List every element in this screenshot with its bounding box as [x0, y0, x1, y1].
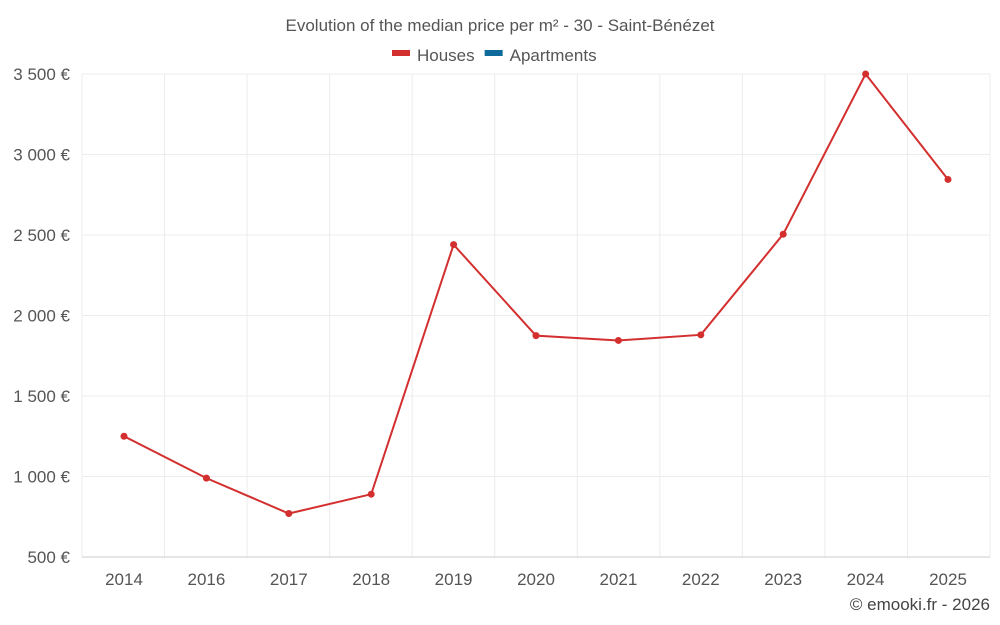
data-point[interactable]	[532, 332, 540, 340]
x-tick-label: 2020	[517, 570, 555, 589]
x-tick-label: 2025	[929, 570, 967, 589]
y-tick-label: 2 000 €	[13, 307, 70, 326]
y-tick-label: 1 000 €	[13, 468, 70, 487]
x-tick-label: 2024	[847, 570, 885, 589]
data-point[interactable]	[944, 175, 952, 183]
x-tick-label: 2018	[352, 570, 390, 589]
legend-swatch-houses	[392, 50, 410, 56]
y-tick-label: 500 €	[27, 548, 70, 567]
data-point[interactable]	[697, 331, 705, 339]
x-tick-label: 2014	[105, 570, 143, 589]
y-tick-label: 1 500 €	[13, 387, 70, 406]
x-tick-label: 2019	[435, 570, 473, 589]
chart-title: Evolution of the median price per m² - 3…	[286, 16, 715, 35]
legend: Houses Apartments	[392, 46, 597, 65]
x-tick-label: 2017	[270, 570, 308, 589]
data-point[interactable]	[202, 474, 210, 482]
data-point[interactable]	[285, 510, 293, 518]
credit-text: © emooki.fr - 2026	[850, 595, 990, 614]
x-gridlines	[81, 74, 991, 557]
y-axis-tick-labels: 500 € 1 000 € 1 500 € 2 000 € 2 500 € 3 000 €…	[13, 65, 70, 567]
y-tick-label: 2 500 €	[13, 226, 70, 245]
series-layer	[120, 70, 952, 518]
y-gridlines	[82, 73, 990, 558]
data-point[interactable]	[450, 241, 458, 249]
x-tick-label: 2022	[682, 570, 720, 589]
data-point[interactable]	[614, 336, 622, 344]
legend-label-apartments[interactable]: Apartments	[510, 46, 597, 65]
x-axis-tick-labels: 2014 2016 2017 2018 2019 2020 2021 2022 2023 2024…	[105, 570, 967, 589]
legend-swatch-apartments	[484, 50, 503, 56]
x-tick-label: 2021	[599, 570, 637, 589]
x-tick-label: 2023	[764, 570, 802, 589]
legend-label-houses[interactable]: Houses	[417, 46, 475, 65]
data-point[interactable]	[367, 490, 375, 498]
x-tick-label: 2016	[187, 570, 225, 589]
y-tick-label: 3 500 €	[13, 65, 70, 84]
data-point[interactable]	[120, 432, 128, 440]
data-point[interactable]	[779, 230, 787, 238]
y-tick-label: 3 000 €	[13, 146, 70, 165]
data-point[interactable]	[862, 70, 870, 78]
series-line-houses	[123, 72, 949, 515]
